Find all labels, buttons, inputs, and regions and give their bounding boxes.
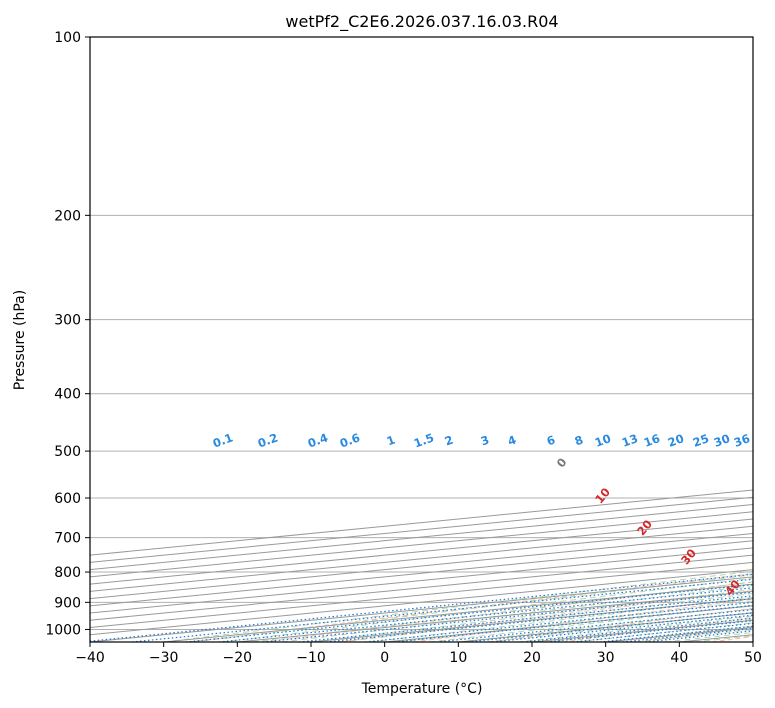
y-axis-title: Pressure (hPa)	[12, 290, 28, 390]
mixing-ratio-label: 0.4	[306, 430, 330, 450]
dry-adiabat	[412, 598, 753, 642]
isotherm-line	[90, 511, 753, 578]
mixing-ratio-label: 10	[593, 431, 613, 450]
y-tick-label: 900	[54, 595, 81, 611]
x-tick-label: −40	[75, 650, 105, 666]
moist-adiabat	[222, 577, 753, 642]
x-tick-label: 0	[380, 650, 389, 666]
isotherm-line	[90, 518, 753, 585]
mixing-ratio-label: 30	[712, 431, 732, 450]
mixing-ratio-label: 0.1	[211, 430, 235, 450]
isotherm-line	[90, 532, 753, 600]
y-tick-label: 200	[54, 208, 81, 224]
y-tick-label: 700	[54, 531, 81, 547]
isotherm-line	[90, 496, 753, 563]
axes: −40 −30 −20 −10 0 10 20 30 40 50 100 200 300 400 500 60…	[45, 30, 762, 666]
line-labels: -100-90-80-70-60-50-40-30-20-100.10.20.4…	[211, 430, 752, 598]
mixing-ratio-label: 25	[691, 431, 711, 450]
mixing-ratio-line	[218, 587, 753, 642]
isotherm-line	[90, 504, 753, 571]
x-tick-label: 20	[523, 650, 541, 666]
mixing-ratio-label: 0.2	[256, 430, 280, 450]
y-tick-label: 400	[54, 387, 81, 403]
x-axis-title: Temperature (°C)	[361, 681, 483, 697]
y-tick-label: 600	[54, 491, 81, 507]
mixing-ratio-label: 13	[620, 431, 640, 450]
mixing-ratio-line	[185, 583, 753, 642]
x-tick-label: 10	[449, 650, 467, 666]
x-tick-label: −30	[149, 650, 179, 666]
x-tick-label: −10	[296, 650, 326, 666]
isotherm-line	[90, 525, 753, 592]
y-tick-label: 1000	[45, 622, 81, 638]
mixing-ratio-label: 36	[732, 431, 752, 450]
y-tick-label: 500	[54, 444, 81, 460]
y-tick-label: 800	[54, 565, 81, 581]
mixing-ratio-line	[262, 591, 753, 642]
moist-adiabat	[252, 581, 753, 642]
isotherm-line	[90, 489, 753, 556]
x-tick-label: −20	[223, 650, 253, 666]
mixing-ratio-line	[299, 595, 753, 642]
background-lines	[90, 37, 753, 642]
y-tick-label: 300	[54, 313, 81, 329]
dry-adiabat	[188, 572, 753, 642]
x-tick-label: 30	[597, 650, 615, 666]
x-tick-label: 50	[744, 650, 762, 666]
mixing-ratio-label: 20	[666, 431, 686, 450]
mixing-ratio-label: 0.6	[338, 430, 362, 450]
mixing-ratio-label: 16	[642, 431, 662, 450]
x-tick-label: 40	[670, 650, 688, 666]
isotherm-line	[90, 540, 753, 607]
chart-title: wetPf2_C2E6.2026.037.16.03.R04	[285, 12, 558, 32]
moist-adiabat	[369, 596, 753, 642]
mixing-ratio-label: 1.5	[412, 430, 436, 450]
plot-frame	[89, 36, 754, 643]
y-tick-label: 100	[54, 30, 81, 46]
